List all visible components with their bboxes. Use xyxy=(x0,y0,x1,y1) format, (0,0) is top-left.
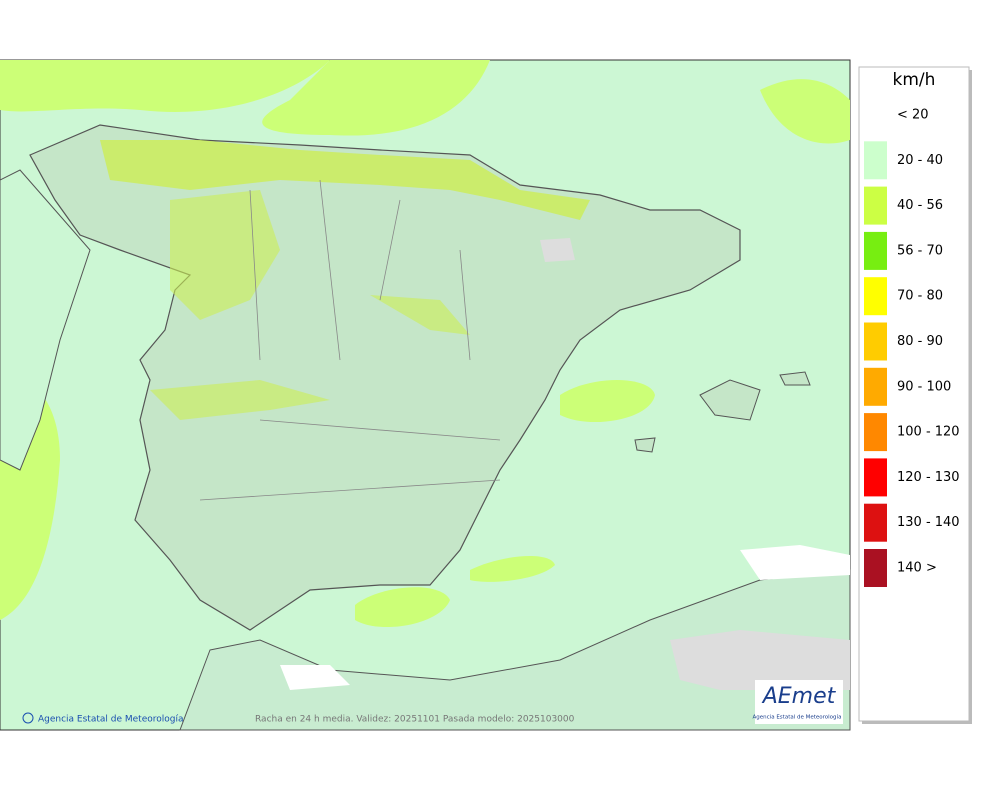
africa-land xyxy=(179,569,851,731)
legend-label: 56 - 70 xyxy=(897,243,943,258)
legend-swatch xyxy=(864,186,887,225)
logo-box xyxy=(755,680,843,724)
no-data-area xyxy=(740,545,850,580)
legend-swatch xyxy=(864,367,887,406)
map: Agencia Estatal de Meteorología Racha en… xyxy=(0,59,851,731)
wind-area xyxy=(355,587,450,628)
wind-area xyxy=(560,380,655,423)
caption: Racha en 24 h media. Validez: 20251101 P… xyxy=(255,715,575,725)
legend-label: 140 > xyxy=(897,561,937,576)
island xyxy=(699,379,761,421)
wind-area xyxy=(150,380,330,420)
wind-area xyxy=(370,295,470,335)
island xyxy=(634,437,656,453)
legend-label: 100 - 120 xyxy=(897,425,960,440)
legend-swatch xyxy=(864,413,887,452)
legend-label: 90 - 100 xyxy=(897,379,951,394)
wind-area xyxy=(760,79,850,144)
logo-subtitle: Agencia Estatal de Meteorología xyxy=(753,714,842,721)
logo: AEmet xyxy=(761,684,837,709)
credit: Agencia Estatal de Meteorología xyxy=(38,715,184,725)
legend-swatch xyxy=(864,277,887,316)
legend-title: km/h xyxy=(893,70,936,90)
portugal-coast xyxy=(0,169,91,471)
legend-swatch xyxy=(864,503,887,542)
wind-area xyxy=(262,60,490,136)
no-data-area xyxy=(280,665,350,690)
no-data-area xyxy=(670,630,850,690)
legend-label: 80 - 90 xyxy=(897,334,943,349)
legend-swatch xyxy=(864,458,887,497)
copyright-icon xyxy=(22,712,34,724)
island xyxy=(779,371,811,386)
legend-swatch xyxy=(864,141,887,180)
no-data-area xyxy=(540,238,575,262)
wind-area xyxy=(0,60,330,112)
legend-label: 130 - 140 xyxy=(897,515,960,530)
wind-area xyxy=(170,190,280,320)
legend-label: 20 - 40 xyxy=(897,153,943,168)
legend-label: 40 - 56 xyxy=(897,198,943,213)
border xyxy=(199,179,501,501)
wind-area xyxy=(100,140,590,220)
legend-swatch xyxy=(864,549,887,587)
legend-label: < 20 xyxy=(897,108,929,123)
legend-label: 120 - 130 xyxy=(897,470,960,485)
legend-label: 70 - 80 xyxy=(897,289,943,304)
legend: km/h < 20 20 - 40 40 - 56 56 - 70 70 - 80 80 … xyxy=(858,66,972,724)
wind-area xyxy=(470,555,555,582)
legend-swatch xyxy=(864,322,887,361)
legend-swatch xyxy=(864,231,887,270)
